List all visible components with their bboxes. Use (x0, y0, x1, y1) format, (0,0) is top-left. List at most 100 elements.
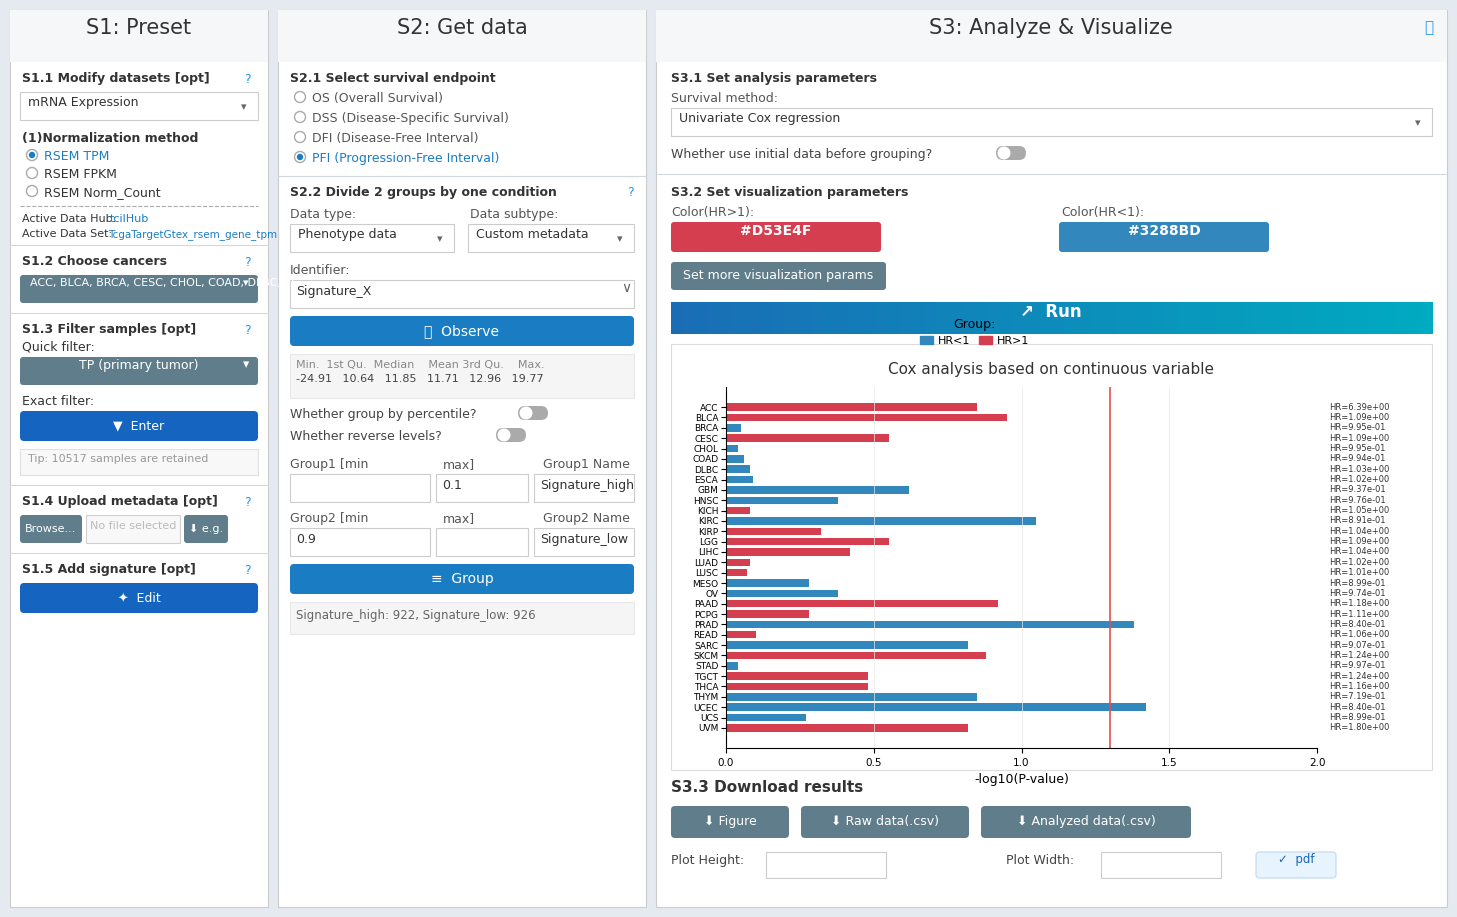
Text: max]: max] (443, 458, 475, 471)
Bar (726, 621, 1134, 628)
Text: ✦  Edit: ✦ Edit (118, 591, 160, 604)
Bar (726, 611, 809, 618)
Bar (726, 569, 746, 577)
FancyBboxPatch shape (1059, 222, 1269, 252)
Text: Group1 [min: Group1 [min (290, 458, 369, 471)
Text: #3288BD: #3288BD (1128, 224, 1201, 238)
Legend: HR<1, HR>1: HR<1, HR>1 (915, 313, 1033, 350)
Bar (1179, 302, 1192, 334)
Text: Tip: 10517 samples are retained: Tip: 10517 samples are retained (28, 454, 208, 464)
Bar (798, 302, 812, 334)
Bar (726, 435, 889, 442)
Bar (726, 496, 838, 504)
Circle shape (520, 406, 532, 419)
Bar (1001, 302, 1014, 334)
Text: Cox analysis based on continuous variable: Cox analysis based on continuous variabl… (887, 362, 1214, 377)
Text: HR=9.07e-01: HR=9.07e-01 (1329, 641, 1386, 649)
Bar (1141, 302, 1154, 334)
Bar (726, 455, 743, 462)
Bar (20, 449, 258, 475)
Text: TP (primary tumor): TP (primary tumor) (79, 359, 198, 371)
Bar (975, 302, 989, 334)
Text: S2: Get data: S2: Get data (396, 18, 527, 38)
Bar (1368, 302, 1383, 334)
Bar (1343, 302, 1356, 334)
Bar (1419, 302, 1434, 334)
Bar (1064, 302, 1078, 334)
Bar (848, 302, 863, 334)
Text: HR=1.02e+00: HR=1.02e+00 (1329, 475, 1389, 484)
Text: ▾: ▾ (243, 359, 249, 371)
Text: DSS (Disease-Specific Survival): DSS (Disease-Specific Survival) (312, 112, 508, 125)
FancyBboxPatch shape (20, 515, 82, 543)
Bar (86, 515, 181, 543)
Bar (290, 280, 634, 308)
Text: HR=9.97e-01: HR=9.97e-01 (1329, 661, 1386, 670)
Text: Identifier:: Identifier: (290, 264, 351, 277)
Text: HR=1.02e+00: HR=1.02e+00 (1329, 558, 1389, 567)
Text: 📊  Observe: 📊 Observe (424, 324, 500, 338)
FancyBboxPatch shape (495, 428, 526, 442)
Bar (1406, 302, 1421, 334)
Bar (1128, 302, 1141, 334)
Circle shape (297, 154, 303, 160)
Bar (766, 852, 886, 878)
Bar (1268, 302, 1281, 334)
Bar (726, 445, 737, 452)
Circle shape (294, 151, 306, 162)
Text: ?: ? (243, 73, 251, 86)
Circle shape (998, 147, 1011, 160)
Text: OS (Overall Survival): OS (Overall Survival) (312, 92, 443, 105)
Text: ▾: ▾ (437, 234, 443, 244)
FancyBboxPatch shape (20, 275, 258, 303)
Text: HR=9.94e-01: HR=9.94e-01 (1329, 454, 1386, 463)
Bar (1077, 302, 1090, 334)
Bar (1203, 302, 1218, 334)
Bar (726, 652, 986, 659)
Bar (823, 302, 836, 334)
Bar (436, 474, 527, 502)
Text: ∨: ∨ (621, 281, 631, 295)
Text: S1.3 Filter samples [opt]: S1.3 Filter samples [opt] (22, 323, 197, 336)
Text: HR=1.11e+00: HR=1.11e+00 (1329, 610, 1389, 619)
Bar (1115, 302, 1129, 334)
Text: Whether group by percentile?: Whether group by percentile? (290, 408, 476, 421)
Bar (1381, 302, 1394, 334)
Bar (726, 600, 998, 607)
Text: Signature_X: Signature_X (296, 285, 372, 298)
FancyBboxPatch shape (184, 515, 227, 543)
Bar (436, 528, 527, 556)
Text: RSEM FPKM: RSEM FPKM (44, 168, 117, 181)
Bar (726, 507, 750, 514)
Bar (672, 302, 685, 334)
Bar (1152, 302, 1167, 334)
FancyBboxPatch shape (672, 806, 790, 838)
Text: S3.2 Set visualization parameters: S3.2 Set visualization parameters (672, 186, 908, 199)
Text: -24.91   10.64   11.85   11.71   12.96   19.77: -24.91 10.64 11.85 11.71 12.96 19.77 (296, 374, 543, 384)
Bar (1292, 302, 1305, 334)
Bar (726, 713, 806, 722)
FancyBboxPatch shape (997, 146, 1026, 160)
Text: S2.1 Select survival endpoint: S2.1 Select survival endpoint (290, 72, 495, 85)
Bar (726, 517, 1036, 525)
Circle shape (26, 168, 38, 179)
Bar (726, 631, 756, 638)
Bar (468, 224, 634, 252)
Text: Custom metadata: Custom metadata (476, 228, 589, 241)
Bar (726, 662, 737, 669)
Circle shape (294, 131, 306, 142)
Text: HR=1.04e+00: HR=1.04e+00 (1329, 526, 1389, 536)
Text: ▾: ▾ (618, 234, 622, 244)
Bar (278, 10, 645, 62)
Text: HR=8.99e-01: HR=8.99e-01 (1329, 713, 1386, 722)
Bar (747, 302, 761, 334)
Bar (726, 527, 820, 535)
Bar (290, 224, 455, 252)
Text: S1.1 Modify datasets [opt]: S1.1 Modify datasets [opt] (22, 72, 210, 85)
Text: #D53E4F: #D53E4F (740, 224, 812, 238)
Bar (1394, 302, 1407, 334)
Bar (1039, 302, 1052, 334)
Bar (726, 724, 969, 732)
Bar (20, 92, 258, 120)
Text: Color(HR<1):: Color(HR<1): (1061, 206, 1144, 219)
